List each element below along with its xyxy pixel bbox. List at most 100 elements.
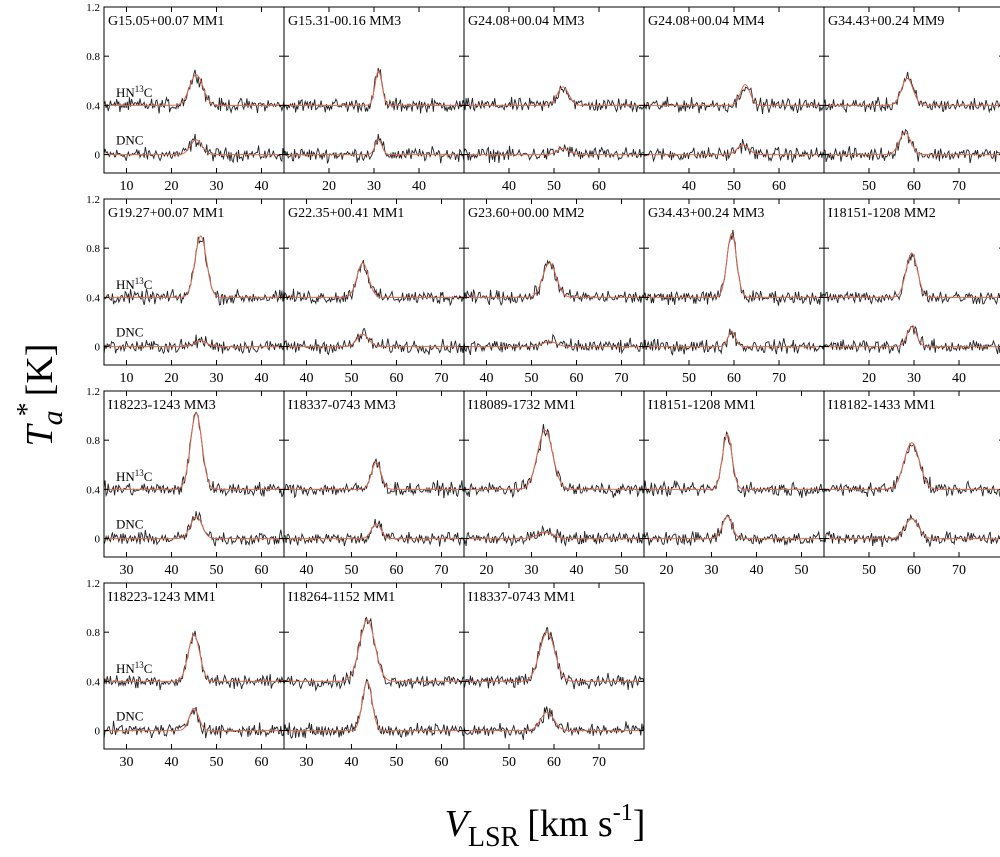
- y-tick-label: 0.4: [86, 292, 100, 304]
- panel-title: I18089-1732 MM1: [468, 398, 576, 413]
- dnc-spectrum-line: [284, 133, 464, 164]
- dnc-fit-line: [284, 139, 464, 156]
- hn13c-spectrum-line: [104, 236, 284, 306]
- x-tick-label: 40: [750, 563, 764, 578]
- dnc-spectrum-line: [464, 333, 644, 356]
- y-tick-label: 0.8: [86, 435, 100, 447]
- x-tick-label: 60: [390, 563, 404, 578]
- dnc-fit-line: [824, 326, 1000, 348]
- hn13c-fit-line: [284, 70, 464, 106]
- hn13c-fit-line: [824, 252, 1000, 298]
- x-tick-label: 60: [255, 755, 269, 770]
- x-tick-label: 30: [705, 563, 719, 578]
- hn13c-fit-line: [284, 262, 464, 298]
- spectrum-panel: 30 40 50 60 I18264-1152 MM1: [283, 582, 465, 770]
- x-tick-label: 30: [210, 371, 224, 386]
- hn13c-label: HN13C: [116, 276, 152, 292]
- panel-frame: [463, 582, 645, 750]
- x-tick-label: 70: [615, 371, 629, 386]
- dnc-fit-line: [104, 139, 284, 156]
- hn13c-spectrum-line: [464, 85, 644, 113]
- x-tick-label: 60: [772, 179, 786, 194]
- dnc-fit-line: [824, 518, 1000, 540]
- panel-frame: [463, 6, 645, 174]
- x-tick-label: 50: [615, 563, 629, 578]
- dnc-spectrum-line: [644, 328, 824, 356]
- panel-title: I18264-1152 MM1: [288, 590, 395, 605]
- hn13c-label-sup: 13: [135, 660, 145, 670]
- hn13c-spectrum-line: [824, 442, 1000, 498]
- hn13c-label-post: C: [144, 661, 153, 676]
- hn13c-fit-line: [284, 619, 464, 682]
- y-tick-label: 1.2: [86, 386, 100, 398]
- hn13c-spectrum-line: [464, 627, 644, 690]
- x-tick-label: 60: [727, 371, 741, 386]
- x-tick-label: 60: [255, 563, 269, 578]
- hn13c-fit-line: [464, 631, 644, 682]
- hn13c-label-post: C: [144, 85, 153, 100]
- x-tick-label: 40: [345, 755, 359, 770]
- x-tick-label: 40: [502, 179, 516, 194]
- hn13c-fit-line: [464, 430, 644, 490]
- panel-frame: [823, 390, 1000, 558]
- x-tick-label: 50: [390, 755, 404, 770]
- hn13c-label-post: C: [144, 469, 153, 484]
- dnc-spectrum-line: [644, 138, 824, 163]
- dnc-fit-line: [464, 341, 644, 348]
- x-tick-label: 50: [210, 755, 224, 770]
- hn13c-label-sup: 13: [135, 276, 145, 286]
- spectrum-panel: 10 20 30 40 0 0.4 0.8 1.2 G19.27+00.07 MM1 HN13C D…: [86, 194, 285, 386]
- hn13c-label-base: HN: [116, 277, 135, 292]
- hn13c-fit-line: [104, 74, 284, 106]
- x-tick-label: 70: [952, 179, 966, 194]
- spectrum-panel: 40 50 60 70 G23.60+00.00 MM2: [463, 198, 645, 386]
- x-tick-label: 30: [210, 179, 224, 194]
- x-tick-label: 30: [367, 179, 381, 194]
- panel-title: I18223-1243 MM3: [108, 398, 216, 413]
- hn13c-spectrum-line: [104, 630, 284, 690]
- y-tick-label: 0.8: [86, 627, 100, 639]
- y-axis-label: Ta* [K]: [12, 344, 69, 447]
- panel-frame: [283, 198, 465, 366]
- panel-title: G34.43+00.24 MM3: [648, 206, 764, 221]
- panel-title: I18337-0743 MM3: [288, 398, 396, 413]
- x-tick-label: 70: [952, 563, 966, 578]
- y-tick-label: 0: [95, 534, 101, 546]
- dnc-spectrum-line: [644, 514, 824, 546]
- panel-title: G15.31-00.16 MM3: [288, 14, 401, 29]
- y-axis-label-symbol: T: [19, 422, 61, 446]
- x-tick-label: 60: [547, 755, 561, 770]
- panel-frame: [283, 582, 465, 750]
- dnc-fit-line: [644, 331, 824, 348]
- y-tick-label: 0.8: [86, 51, 100, 63]
- x-tick-label: 20: [165, 179, 179, 194]
- dnc-spectrum-line: [824, 325, 1000, 355]
- panel-frame: [823, 6, 1000, 174]
- spectrum-panel: 20 30 40 G15.31-00.16 MM3: [283, 6, 465, 194]
- dnc-fit-line: [104, 339, 284, 348]
- x-tick-label: 10: [120, 371, 134, 386]
- dnc-spectrum-line: [284, 518, 464, 547]
- panel-title: G34.43+00.24 MM9: [828, 14, 944, 29]
- hn13c-label-sup: 13: [135, 84, 145, 94]
- x-tick-label: 60: [570, 371, 584, 386]
- x-tick-label: 60: [435, 755, 449, 770]
- x-axis-label-sub: LSR: [468, 822, 520, 853]
- x-tick-label: 40: [300, 563, 314, 578]
- x-tick-label: 60: [592, 179, 606, 194]
- x-tick-label: 40: [255, 371, 269, 386]
- dnc-fit-line: [284, 680, 464, 732]
- x-tick-label: 50: [345, 371, 359, 386]
- hn13c-label: HN13C: [116, 468, 152, 484]
- hn13c-label: HN13C: [116, 84, 152, 100]
- spectrum-panel: 50 60 70 I18182-1433 MM1: [823, 390, 1000, 578]
- panel-frame: [643, 198, 825, 366]
- hn13c-fit-line: [464, 262, 644, 298]
- spectrum-panel: 30 40 50 60 0 0.4 0.8 1.2 I18223-1243 MM1 HN13C DN…: [86, 578, 285, 770]
- x-tick-label: 70: [435, 371, 449, 386]
- x-tick-label: 40: [682, 179, 696, 194]
- dnc-label: DNC: [116, 517, 143, 532]
- x-axis-label-unit-sup: -1: [613, 800, 633, 826]
- x-tick-label: 50: [502, 755, 516, 770]
